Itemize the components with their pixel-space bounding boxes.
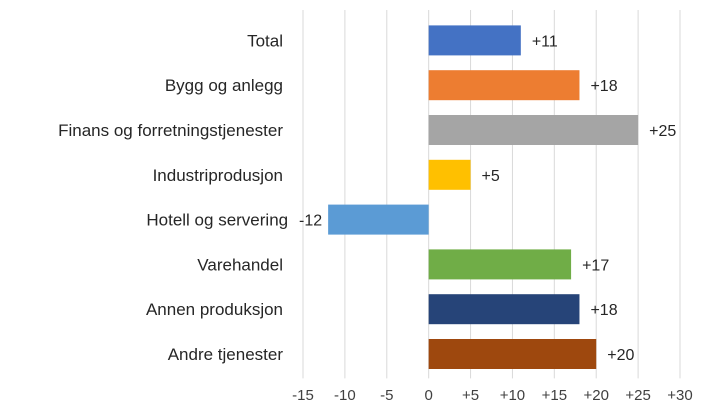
category-label: Bygg og anlegg (165, 76, 283, 95)
bar (428, 25, 521, 56)
data-label: +20 (607, 347, 634, 364)
bar (428, 70, 580, 101)
x-tick-label: +25 (625, 387, 650, 403)
bars (328, 25, 639, 369)
x-tick-label: +5 (462, 387, 479, 403)
category-label: Annen produksjon (146, 300, 283, 319)
category-label: Varehandel (197, 255, 283, 274)
x-tick-label: 0 (424, 387, 432, 403)
bar (428, 249, 572, 280)
bar (428, 294, 580, 325)
x-tick-label: +15 (542, 387, 567, 403)
data-label: +5 (482, 168, 500, 185)
data-label: +25 (649, 123, 676, 140)
category-label: Total (247, 31, 283, 50)
data-label: +18 (590, 78, 617, 95)
data-label: -12 (299, 213, 322, 230)
bar (428, 159, 471, 190)
bar (428, 339, 597, 369)
x-tick-label: -5 (380, 387, 393, 403)
category-label: Finans og forretningstjenester (58, 121, 283, 140)
data-label: +18 (590, 302, 617, 319)
x-tick-label: +10 (500, 387, 525, 403)
x-tick-label: +20 (583, 387, 608, 403)
x-tick-label: -15 (292, 387, 314, 403)
x-tick-label: +30 (667, 387, 692, 403)
category-label: Industriprodusjon (153, 166, 283, 185)
value-labels: +11 +18 +25 +5 -12 +17 +18 +20 (299, 33, 676, 364)
bar (328, 204, 429, 235)
category-labels: Total Bygg og anlegg Finans og forretnings… (58, 31, 288, 364)
data-label: +17 (582, 257, 609, 274)
data-label: +11 (532, 33, 558, 50)
category-label: Hotell og servering (146, 211, 288, 230)
category-label: Andre tjenester (168, 345, 284, 364)
x-tick-label: -10 (334, 387, 356, 403)
bar (428, 115, 639, 145)
x-axis-ticks: -15 -10 -5 0 +5 +10 +15 +20 +25 +30 (292, 387, 693, 403)
